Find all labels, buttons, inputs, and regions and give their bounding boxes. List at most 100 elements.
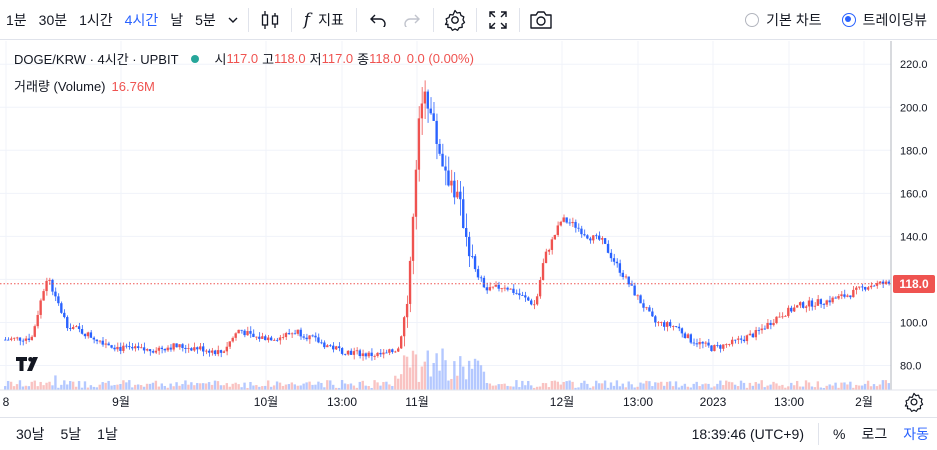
candle-body <box>858 286 861 288</box>
candle-body <box>329 345 332 347</box>
range-30d[interactable]: 30날 <box>16 426 45 442</box>
indicators-button[interactable]: f 지표 <box>296 0 352 40</box>
chart-area[interactable]: 80.0100.0120.0140.0160.0180.0200.0220.08… <box>0 41 937 417</box>
candle-body <box>633 285 636 296</box>
candle-body <box>855 287 858 290</box>
volume-bar <box>261 386 264 390</box>
candle-body <box>884 281 888 285</box>
volume-bar <box>178 385 181 390</box>
interval-4h[interactable]: 4시간 <box>124 11 159 28</box>
candle-body <box>810 300 814 307</box>
candle-body <box>193 347 196 351</box>
volume-bar <box>784 387 787 390</box>
volume-bar <box>485 382 489 390</box>
price-chart[interactable]: 80.0100.0120.0140.0160.0180.0200.0220.08… <box>0 41 937 417</box>
volume-bar <box>394 375 397 390</box>
candle-body <box>577 227 580 229</box>
candle-body <box>252 333 255 338</box>
volume-bar <box>728 381 731 390</box>
candle-body <box>603 238 607 244</box>
volume-bar <box>402 355 406 390</box>
interval-day[interactable]: 날 <box>170 11 184 28</box>
candle-body <box>648 307 651 312</box>
axis-settings-gear-icon[interactable] <box>904 392 924 417</box>
candle-body <box>18 337 22 341</box>
candle-body <box>172 343 175 350</box>
volume-bar <box>630 384 633 390</box>
volume-bar <box>199 383 202 390</box>
candle-body <box>497 284 500 289</box>
candle-body <box>36 314 39 327</box>
candle-body <box>33 326 36 337</box>
volume-bar <box>379 385 382 390</box>
candle-body <box>293 333 296 335</box>
candle-body <box>196 347 199 350</box>
log-scale-toggle[interactable]: 로그 <box>861 426 888 442</box>
volume-bar <box>352 385 356 390</box>
candle-body <box>272 339 276 341</box>
candle-body <box>462 199 465 229</box>
candle-body <box>385 352 388 354</box>
settings-gear-icon[interactable] <box>438 0 472 40</box>
candle-body <box>530 300 533 305</box>
candle-body <box>760 328 763 331</box>
range-1d[interactable]: 1날 <box>97 426 118 442</box>
candle-body <box>296 329 299 334</box>
candle-body <box>30 336 33 341</box>
interval-1m[interactable]: 1분 <box>6 11 27 28</box>
volume-bar <box>467 360 471 390</box>
volume-bar <box>391 385 394 390</box>
chart-type-basic-radio[interactable]: 기본 차트 <box>735 0 831 40</box>
volume-bar <box>269 386 273 390</box>
volume-bar <box>716 383 719 390</box>
candle-body <box>163 349 166 351</box>
volume-bar <box>12 386 16 390</box>
volume-bar <box>790 382 793 390</box>
candle-body <box>382 352 385 355</box>
candle-body <box>308 335 311 340</box>
volume-bar <box>364 385 367 390</box>
chart-type-tradingview-radio[interactable]: 트레이딩뷰 <box>832 0 937 40</box>
redo-icon[interactable] <box>395 0 429 40</box>
range-5d[interactable]: 5날 <box>60 426 82 442</box>
volume-bar <box>680 385 684 390</box>
candle-body <box>547 249 551 252</box>
open-label: 시 <box>214 52 227 67</box>
chart-type-basic-label: 기본 차트 <box>766 11 822 28</box>
volume-bar <box>878 384 882 390</box>
change-value: 0.0 (0.00%) <box>406 51 474 66</box>
candle-body <box>352 351 356 355</box>
interval-dropdown-icon[interactable] <box>222 0 244 40</box>
auto-scale-toggle[interactable]: 자동 <box>903 426 929 442</box>
candle-body <box>128 346 131 348</box>
camera-icon[interactable] <box>524 0 558 40</box>
candle-style-icon[interactable] <box>253 0 287 40</box>
volume-bar <box>624 387 627 390</box>
candle-body <box>872 285 876 287</box>
volume-bar <box>426 350 429 390</box>
percent-scale-toggle[interactable]: % <box>833 426 846 442</box>
candle-body <box>778 316 781 318</box>
candle-body <box>716 345 719 346</box>
volume-bar <box>9 381 13 390</box>
interval-30m[interactable]: 30분 <box>38 11 68 28</box>
candle-body <box>704 342 707 344</box>
candle-body <box>500 288 503 289</box>
volume-bar <box>565 381 568 390</box>
interval-1h[interactable]: 1시간 <box>79 11 113 28</box>
y-tick-label: 80.0 <box>900 360 921 372</box>
volume-bar <box>544 383 548 390</box>
volume-bar <box>668 381 672 390</box>
volume-bar <box>148 383 152 390</box>
volume-bar <box>633 387 636 390</box>
candle-body <box>665 322 669 327</box>
candle-body <box>476 269 480 278</box>
interval-5m[interactable]: 5분 <box>195 11 216 28</box>
candle-body <box>840 294 843 297</box>
candle-body <box>131 347 134 349</box>
fullscreen-icon[interactable] <box>481 0 515 40</box>
tradingview-logo[interactable] <box>16 357 42 376</box>
undo-icon[interactable] <box>361 0 395 40</box>
volume-bar <box>190 382 193 390</box>
candle-body <box>527 297 530 301</box>
